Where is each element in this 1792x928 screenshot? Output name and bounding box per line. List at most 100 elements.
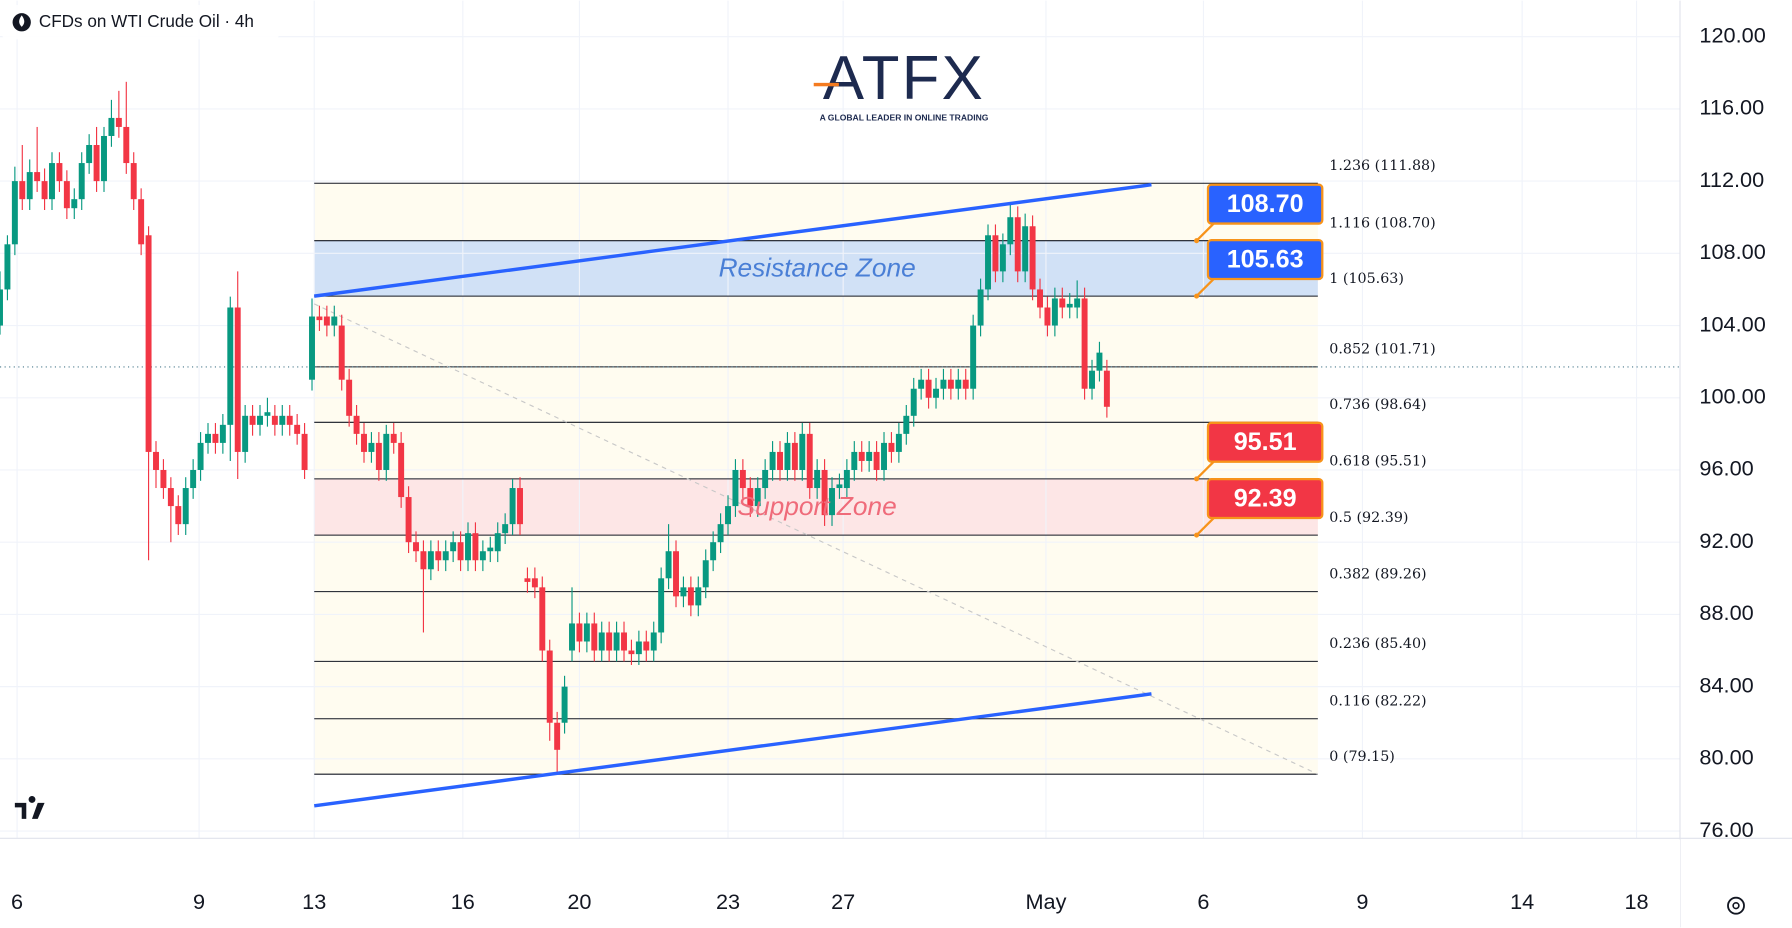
- candle-body: [323, 316, 330, 326]
- badge-anchor: [1194, 238, 1200, 244]
- candle-body: [1007, 217, 1014, 245]
- candle-body: [1074, 298, 1081, 308]
- candle-body: [903, 415, 910, 434]
- candle-body: [286, 415, 293, 425]
- candle-body: [0, 289, 3, 326]
- y-tick-label: 84.00: [1699, 672, 1753, 697]
- axis-layer: 120.00 116.00 112.00 108.00 104.00 100.00 96.0…: [11, 22, 1766, 914]
- x-tick-label: 13: [302, 889, 326, 914]
- candle-body: [346, 379, 353, 416]
- candle-body: [108, 117, 115, 136]
- candle-body: [465, 533, 471, 561]
- candle-body: [977, 289, 984, 326]
- badge-pointer: [1195, 517, 1215, 536]
- price-badge: [1206, 183, 1324, 225]
- settings-icon[interactable]: [1727, 896, 1745, 915]
- candle-body: [806, 433, 813, 489]
- fib-label: 0.236 (85.40): [1329, 636, 1426, 652]
- candle-body: [754, 488, 761, 507]
- badge-label: 95.51: [1234, 428, 1297, 456]
- candle-body: [814, 469, 821, 489]
- candle-body: [249, 415, 256, 425]
- badge-anchor: [1194, 532, 1200, 538]
- candle-body: [895, 433, 902, 452]
- fib-label: 0.736 (98.64): [1329, 397, 1426, 413]
- candle-body: [999, 244, 1006, 272]
- candle-body: [799, 433, 806, 470]
- candle-body: [11, 181, 18, 245]
- candle-body: [962, 379, 969, 389]
- candle-body: [836, 484, 843, 489]
- chart-title: CFDs on WTI Crude Oil · 4h: [39, 11, 254, 31]
- trendline: [314, 692, 1152, 808]
- candle-body: [494, 533, 501, 552]
- candle-body: [160, 469, 167, 489]
- y-tick-label: 96.00: [1699, 456, 1753, 481]
- brand-tagline: A GLOBAL LEADER IN ONLINE TRADING: [820, 113, 989, 123]
- fib-label: 0 (79.15): [1329, 749, 1395, 765]
- fib-layer: 1.236 (111.88) 1.116 (108.70) 1 (105.63) 0.…: [0, 158, 1680, 775]
- candle-body: [101, 135, 107, 182]
- candle-body: [940, 379, 947, 389]
- candle-body: [1096, 352, 1103, 371]
- candle-body: [472, 533, 479, 561]
- candle-body: [821, 469, 828, 516]
- candle-body: [843, 469, 850, 489]
- candle-body: [301, 433, 308, 470]
- x-tick-label: 27: [831, 889, 855, 914]
- candle-body: [123, 126, 130, 164]
- candle-body: [41, 181, 48, 200]
- x-tick-label: May: [1025, 889, 1066, 914]
- candle-body: [442, 551, 449, 561]
- candle-body: [1022, 226, 1029, 272]
- zone: [314, 478, 1318, 536]
- candle-body: [554, 722, 561, 750]
- candle-body: [450, 542, 457, 552]
- candle-body: [1051, 298, 1058, 326]
- candle-body: [175, 506, 182, 525]
- candle-body: [71, 199, 78, 209]
- x-tick-label: 14: [1510, 889, 1534, 914]
- candle-body: [4, 244, 11, 290]
- tv-logo: [14, 795, 45, 819]
- y-tick-label: 116.00: [1699, 95, 1764, 120]
- badge-label: 108.70: [1227, 190, 1304, 218]
- y-tick-label: 108.00: [1699, 239, 1765, 264]
- fib-label: 0.618 (95.51): [1329, 454, 1426, 470]
- candle-body: [598, 632, 605, 651]
- candle-body: [561, 686, 568, 723]
- candle-body: [888, 442, 895, 452]
- trendline: [314, 183, 1152, 298]
- candle-body: [383, 433, 390, 470]
- candle-body: [673, 551, 679, 597]
- candle-body: [531, 578, 538, 588]
- candle-body: [212, 433, 219, 443]
- candle-body: [829, 488, 835, 516]
- candle-body: [479, 551, 486, 561]
- candle-body: [569, 623, 575, 651]
- candle-body: [517, 488, 523, 525]
- candle-body: [606, 632, 613, 651]
- candle-body: [1037, 289, 1043, 308]
- candle-body: [762, 469, 769, 489]
- candle-body: [19, 181, 26, 200]
- candle-body: [985, 235, 991, 290]
- candle-body: [78, 163, 85, 200]
- x-tick-label: 23: [716, 889, 740, 914]
- candle-body: [725, 506, 731, 525]
- candle-body: [702, 560, 709, 588]
- candle-body: [769, 451, 776, 470]
- candle-body: [338, 325, 345, 380]
- candle-body: [167, 488, 174, 507]
- candle-body: [925, 379, 932, 398]
- fib-label: 0.116 (82.22): [1329, 694, 1426, 710]
- candle-body: [1081, 298, 1088, 389]
- candle-body: [658, 578, 665, 633]
- candle-body: [390, 433, 397, 443]
- candle-body: [457, 542, 464, 561]
- y-tick-label: 88.00: [1699, 600, 1753, 625]
- candle-body: [643, 641, 650, 651]
- candle-body: [26, 172, 33, 200]
- candle-body: [784, 442, 791, 470]
